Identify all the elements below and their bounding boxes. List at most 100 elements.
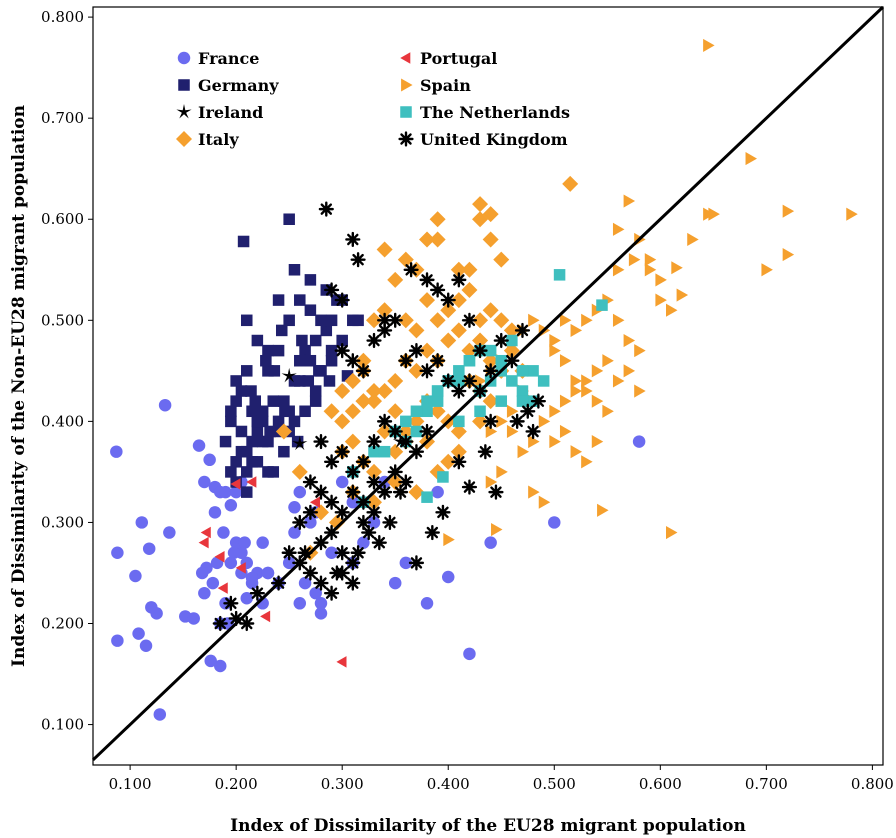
data-point: [376, 383, 393, 400]
data-point: [239, 615, 255, 632]
data-point: [283, 314, 295, 327]
data-point: [463, 354, 476, 367]
legend-item: Italy: [176, 130, 239, 149]
data-point: [111, 546, 124, 559]
x-tick-label: 0.300: [321, 775, 364, 793]
data-point: [516, 395, 529, 407]
data-point: [281, 545, 297, 561]
data-point: [506, 424, 519, 439]
data-point: [431, 485, 444, 499]
data-point: [377, 413, 393, 429]
data-point: [581, 313, 593, 327]
data-point: [304, 304, 317, 316]
data-point: [225, 466, 237, 478]
data-point: [562, 175, 579, 192]
data-point: [377, 322, 393, 339]
data-point: [323, 282, 340, 298]
data-point: [440, 302, 457, 319]
data-point: [366, 393, 383, 410]
data-point: [451, 454, 467, 470]
data-point: [482, 393, 499, 410]
data-point: [336, 656, 347, 668]
data-point: [275, 423, 292, 440]
data-point: [355, 514, 372, 531]
data-point: [334, 343, 350, 359]
data-point: [163, 526, 176, 539]
data-point: [214, 551, 225, 563]
data-point: [450, 423, 467, 440]
data-point: [708, 207, 720, 221]
data-point: [782, 248, 795, 262]
data-point: [461, 312, 478, 328]
data-point: [506, 334, 518, 347]
data-point: [334, 545, 350, 561]
data-point: [517, 445, 530, 459]
data-point: [198, 475, 211, 489]
data-point: [676, 288, 689, 302]
data-point: [219, 485, 232, 499]
data-point: [262, 365, 274, 377]
legend-label: Portugal: [420, 49, 497, 68]
data-point: [549, 333, 561, 348]
data-point: [224, 499, 238, 512]
data-point: [278, 445, 290, 458]
data-point: [288, 264, 301, 276]
data-point: [484, 344, 497, 357]
data-point: [206, 576, 220, 590]
data-point: [453, 375, 465, 387]
data-point: [623, 333, 636, 348]
legend-label: Spain: [420, 76, 471, 95]
data-point: [334, 504, 350, 520]
data-point: [153, 708, 167, 721]
data-point: [334, 292, 350, 308]
data-point: [355, 352, 372, 369]
data-point: [506, 404, 519, 418]
data-point: [398, 474, 414, 490]
data-point: [313, 484, 329, 500]
legend-marker: [398, 131, 414, 147]
data-point: [272, 415, 285, 428]
data-point: [421, 491, 433, 503]
data-point: [602, 354, 614, 368]
data-point: [419, 272, 435, 288]
data-point: [314, 597, 328, 610]
data-point: [429, 231, 446, 248]
data-point: [245, 571, 259, 585]
data-point: [430, 353, 446, 369]
data-point: [230, 478, 241, 490]
data-point: [528, 485, 540, 499]
y-tick-label: 0.700: [41, 109, 84, 127]
data-point: [506, 375, 518, 387]
data-point: [367, 516, 381, 529]
data-point: [408, 322, 425, 339]
data-point: [570, 445, 583, 459]
data-point: [431, 395, 444, 407]
data-point: [240, 486, 253, 498]
data-point: [612, 313, 625, 327]
data-point: [302, 565, 318, 581]
data-point: [430, 282, 446, 298]
data-point: [591, 435, 604, 449]
data-point: [461, 261, 478, 278]
data-point: [214, 659, 227, 673]
data-point: [345, 464, 361, 480]
data-point: [246, 456, 258, 468]
data-point: [139, 639, 153, 652]
data-point: [251, 334, 264, 347]
data-point: [304, 354, 317, 367]
data-point: [509, 413, 525, 429]
data-point: [288, 375, 301, 387]
data-point: [227, 546, 241, 559]
x-tick-label: 0.800: [851, 775, 894, 793]
data-point: [110, 445, 123, 458]
data-point: [297, 545, 313, 561]
x-tick-label: 0.100: [109, 775, 152, 793]
data-point: [421, 395, 433, 407]
data-point: [304, 274, 317, 286]
data-point: [198, 586, 211, 600]
data-point: [441, 570, 455, 584]
data-point: [527, 365, 539, 377]
data-point: [299, 344, 311, 357]
data-point: [187, 612, 200, 625]
data-point: [477, 444, 493, 460]
